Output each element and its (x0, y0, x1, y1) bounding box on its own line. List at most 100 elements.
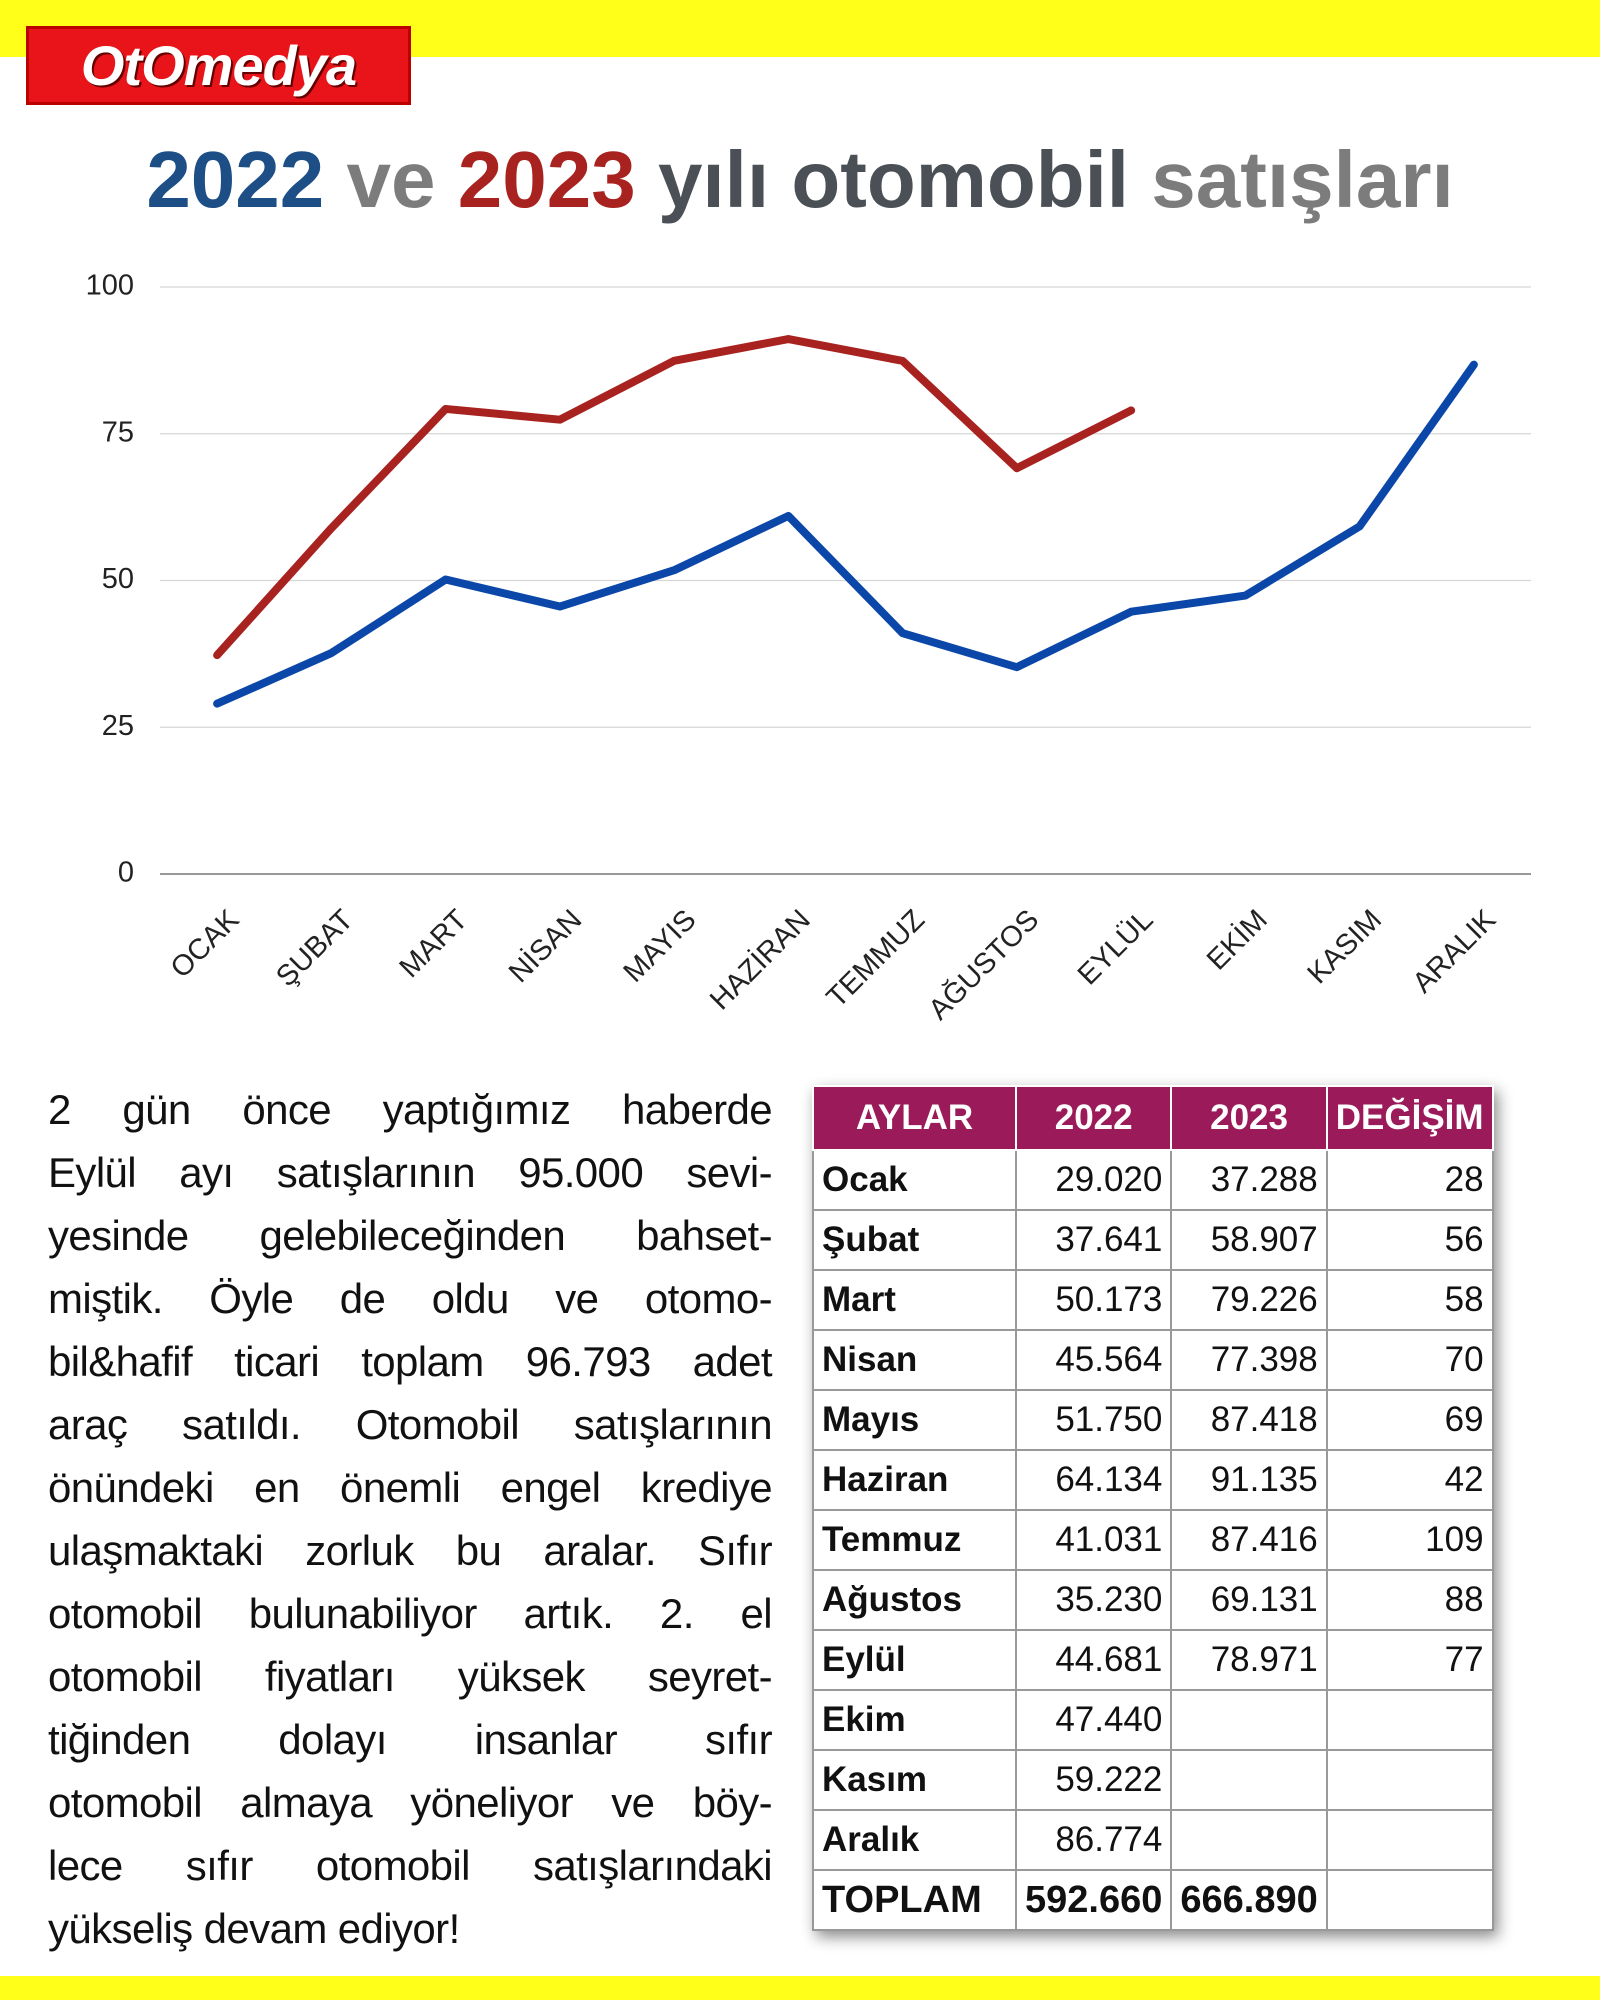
table-cell: 45.564 (1014, 1329, 1173, 1391)
table-cell: Ocak (812, 1149, 1017, 1211)
article-line: otomobil almaya yöneliyor ve böy- (48, 1779, 773, 1826)
table-cell: TOPLAM (812, 1869, 1017, 1931)
y-tick-label: 25 (102, 710, 134, 742)
article-line: tiğinden dolayı insanlar sıfır (48, 1716, 773, 1763)
table-cell: 59.222 (1014, 1749, 1173, 1811)
title-year-2023: 2023 (457, 135, 636, 224)
table-cell: Kasım (812, 1749, 1017, 1811)
article-line: bil&hafif ticari toplam 96.793 adet (48, 1338, 773, 1385)
x-tick-label: MART (394, 904, 475, 985)
table-row: Mayıs 51.750 87.418 69 (812, 1389, 1494, 1451)
table-cell: 35.230 (1014, 1569, 1173, 1631)
table-cell: 87.416 (1170, 1509, 1328, 1571)
table-cell: 58 (1325, 1269, 1494, 1331)
sales-table: AYLAR 2022 2023 DEĞİŞİM Ocak 29.020 37.288 28 Şu… (812, 1085, 1494, 1931)
empty-cell (1325, 1809, 1494, 1871)
chart-title: 2022 ve 2023 yılı otomobil satışları (0, 132, 1600, 228)
header-cell: AYLAR (812, 1085, 1017, 1151)
x-tick-label: EYLÜL (1072, 904, 1160, 992)
table-cell: 47.440 (1014, 1689, 1173, 1751)
table-cell: 29.020 (1014, 1149, 1173, 1211)
empty-cell (1170, 1809, 1328, 1871)
table-row: Haziran 64.134 91.135 42 (812, 1449, 1494, 1511)
article-line: otomobil fiyatları yüksek seyret- (48, 1653, 773, 1700)
table-cell: 77 (1325, 1629, 1494, 1691)
table-cell: Aralık (812, 1809, 1017, 1871)
table-cell: 44.681 (1014, 1629, 1173, 1691)
x-tick-label: KASIM (1302, 904, 1388, 990)
table-cell: 28 (1325, 1149, 1494, 1211)
table-cell: 64.134 (1014, 1449, 1173, 1511)
table-cell: 50.173 (1014, 1269, 1173, 1331)
table-cell: Eylül (812, 1629, 1017, 1691)
table-cell: 69.131 (1170, 1569, 1328, 1631)
table-cell: Temmuz (812, 1509, 1017, 1571)
table-cell: Ağustos (812, 1569, 1017, 1631)
header-cell: 2023 (1170, 1085, 1328, 1151)
table-cell: 86.774 (1014, 1809, 1173, 1871)
table-cell: 109 (1325, 1509, 1494, 1571)
title-join: ve (346, 135, 436, 224)
title-text: satışları (1151, 135, 1454, 224)
x-tick-label: ŞUBAT (270, 904, 360, 994)
x-tick-label: EKİM (1200, 903, 1273, 976)
article-line: yükseliş devam ediyor! (48, 1905, 460, 1952)
article-line: 2 gün önce yaptığımız haberde (48, 1086, 773, 1133)
article-line: miştik. Öyle de oldu ve otomo- (48, 1275, 773, 1322)
article-line: araç satıldı. Otomobil satışlarının (48, 1401, 773, 1448)
table-cell: 666.890 (1170, 1869, 1328, 1931)
table-cell: 78.971 (1170, 1629, 1328, 1691)
table-cell: 77.398 (1170, 1329, 1328, 1391)
table-row: Mart 50.173 79.226 58 (812, 1269, 1494, 1331)
table-cell: 51.750 (1014, 1389, 1173, 1451)
table-cell: 37.288 (1170, 1149, 1328, 1211)
empty-cell (1325, 1869, 1494, 1931)
y-tick-label: 0 (118, 857, 134, 889)
table-row: Kasım 59.222 (812, 1749, 1494, 1811)
x-tick-label: MAYIS (618, 904, 703, 989)
table-cell: 42 (1325, 1449, 1494, 1511)
table-row: Nisan 45.564 77.398 70 (812, 1329, 1494, 1391)
table-row: Aralık 86.774 (812, 1809, 1494, 1871)
table-row: Ocak 29.020 37.288 28 (812, 1149, 1494, 1211)
table-row: Ağustos 35.230 69.131 88 (812, 1569, 1494, 1631)
x-tick-label: ARALIK (1407, 903, 1503, 999)
table-cell: Nisan (812, 1329, 1017, 1391)
empty-cell (1170, 1689, 1328, 1751)
chart: 0 25 50 75 100 OCAK ŞUBAT MART NİSAN MAYIS HAZİRAN… (86, 270, 1531, 1026)
x-tick-label: NİSAN (502, 903, 588, 989)
header-cell: DEĞİŞİM (1325, 1085, 1494, 1151)
table-cell: 70 (1325, 1329, 1494, 1391)
header-row: AYLAR 2022 2023 DEĞİŞİM (812, 1085, 1494, 1151)
table-cell: 592.660 (1014, 1869, 1173, 1931)
x-tick-label: OCAK (165, 903, 246, 984)
article: 2 gün önce yaptığımız haberde Eylül ayı s… (48, 1078, 773, 1960)
article-line: otomobil bulunabiliyor artık. 2. el (48, 1590, 773, 1637)
y-tick-label: 75 (102, 416, 134, 448)
table-cell: Haziran (812, 1449, 1017, 1511)
table-cell: 58.907 (1170, 1209, 1328, 1271)
article-line: Eylül ayı satışlarının 95.000 sevi- (48, 1149, 773, 1196)
empty-cell (1325, 1749, 1494, 1811)
x-tick-label: AĞUSTOS (922, 903, 1045, 1026)
table-cell: Şubat (812, 1209, 1017, 1271)
table-cell: 41.031 (1014, 1509, 1173, 1571)
article-line: yesinde gelebileceğinden bahset- (48, 1212, 773, 1259)
table-cell: Mayıs (812, 1389, 1017, 1451)
y-tick-label: 50 (102, 563, 134, 595)
bottom-band (0, 1976, 1600, 2000)
table-row: Temmuz 41.031 87.416 109 (812, 1509, 1494, 1571)
x-tick-label: TEMMUZ (821, 904, 931, 1014)
article-line: önündeki en önemli engel krediye (48, 1464, 773, 1511)
logo: OtOmedya (26, 26, 411, 105)
table-cell: 56 (1325, 1209, 1494, 1271)
article-line: lece sıfır otomobil satışlarındaki (48, 1842, 773, 1889)
table-cell: 69 (1325, 1389, 1494, 1451)
table-cell: 88 (1325, 1569, 1494, 1631)
empty-cell (1170, 1749, 1328, 1811)
title-year-2022: 2022 (146, 135, 325, 224)
table-cell: 37.641 (1014, 1209, 1173, 1271)
table-row: Şubat 37.641 58.907 56 (812, 1209, 1494, 1271)
table-cell: Mart (812, 1269, 1017, 1331)
